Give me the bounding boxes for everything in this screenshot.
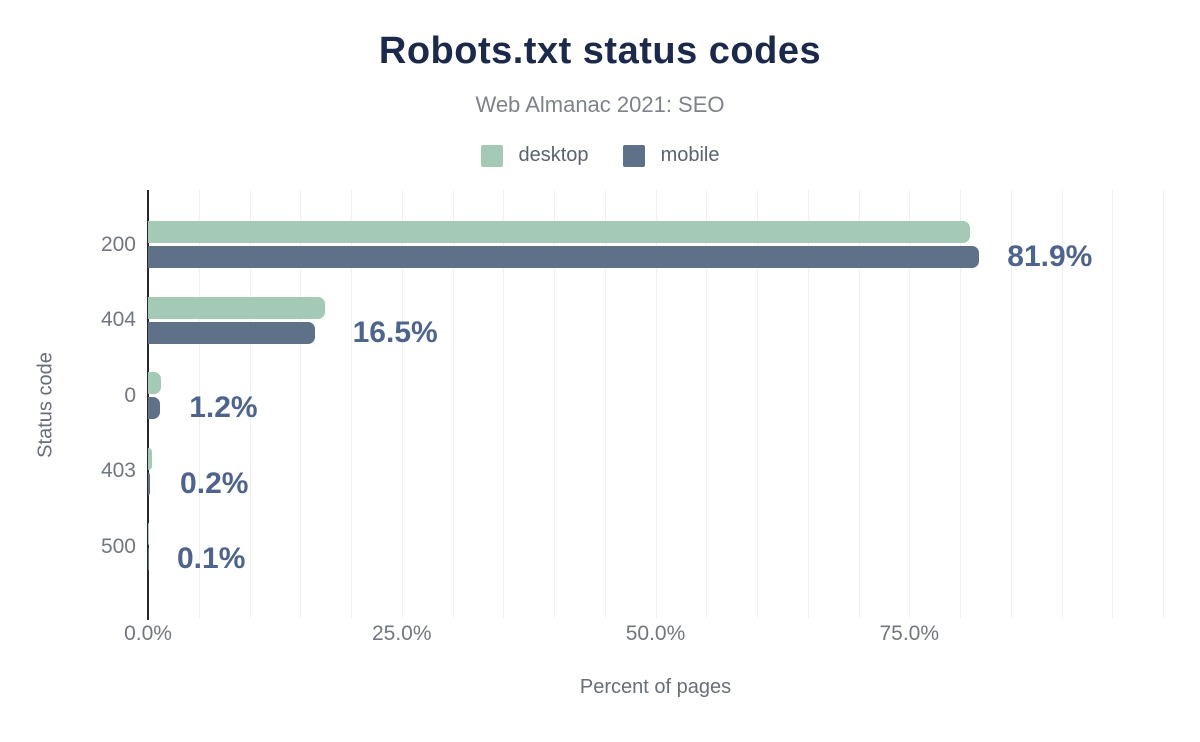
gridline bbox=[960, 190, 961, 618]
gridline bbox=[249, 190, 251, 618]
bar-desktop-0[interactable] bbox=[148, 372, 162, 394]
y-tick-label: 500 bbox=[100, 534, 136, 558]
x-axis-title: Percent of pages bbox=[579, 676, 732, 698]
legend-label: desktop bbox=[518, 144, 589, 166]
x-tick-label: 0.0% bbox=[124, 622, 172, 645]
plot-area: 200 81.9% 404 16.5% 0 1.2% 403 0.2% 500 0.1% 0.0% 2… bbox=[101, 190, 1164, 645]
legend-label: mobile bbox=[660, 144, 720, 166]
bar-desktop-200[interactable] bbox=[148, 221, 971, 243]
value-label: 0.1% bbox=[177, 542, 246, 575]
y-tick-label: 403 bbox=[100, 459, 136, 482]
gridline bbox=[300, 190, 302, 618]
gridline bbox=[604, 190, 606, 618]
gridline bbox=[807, 190, 809, 618]
y-tick-label: 0 bbox=[124, 383, 136, 407]
bar-desktop-403[interactable] bbox=[148, 447, 153, 470]
legend-swatch-desktop bbox=[480, 144, 503, 167]
y-tick-label: 200 bbox=[100, 232, 136, 256]
bar-mobile-500[interactable] bbox=[148, 548, 149, 570]
gridline bbox=[401, 190, 403, 618]
gridline bbox=[858, 190, 860, 618]
gridline bbox=[554, 190, 555, 618]
gridline bbox=[706, 190, 708, 618]
gridline bbox=[198, 190, 200, 618]
legend: desktop mobile bbox=[0, 144, 1200, 167]
gridline bbox=[452, 190, 454, 618]
legend-swatch-mobile bbox=[622, 144, 645, 167]
gridline bbox=[1163, 190, 1164, 618]
gridline bbox=[655, 190, 657, 618]
gridline bbox=[351, 190, 352, 618]
x-tick-label: 50.0% bbox=[625, 622, 686, 645]
y-axis-title: Status code bbox=[34, 352, 57, 458]
chart-subtitle: Web Almanac 2021: SEO bbox=[475, 92, 725, 117]
gridline bbox=[1061, 190, 1063, 618]
gridline bbox=[757, 190, 758, 618]
bar-mobile-403[interactable] bbox=[148, 472, 151, 495]
gridline bbox=[1112, 190, 1114, 618]
chart-title: Robots.txt status codes bbox=[378, 30, 822, 72]
value-label: 1.2% bbox=[189, 391, 258, 424]
bar-mobile-0[interactable] bbox=[148, 397, 161, 419]
legend-item-desktop: desktop bbox=[480, 144, 589, 167]
value-label: 81.9% bbox=[1007, 240, 1093, 273]
bar-desktop-404[interactable] bbox=[148, 296, 325, 319]
bar-mobile-404[interactable] bbox=[148, 321, 316, 344]
y-tick-label: 404 bbox=[100, 308, 136, 331]
gridline bbox=[909, 190, 911, 618]
x-tick-label: 75.0% bbox=[879, 622, 940, 645]
gridline bbox=[1010, 190, 1012, 618]
bar-mobile-200[interactable] bbox=[148, 246, 980, 268]
value-label: 0.2% bbox=[180, 466, 249, 500]
bar-desktop-500[interactable] bbox=[148, 523, 149, 545]
legend-item-mobile: mobile bbox=[622, 144, 720, 167]
value-label: 16.5% bbox=[352, 315, 438, 349]
gridline bbox=[503, 190, 505, 618]
x-tick-label: 25.0% bbox=[371, 622, 432, 645]
